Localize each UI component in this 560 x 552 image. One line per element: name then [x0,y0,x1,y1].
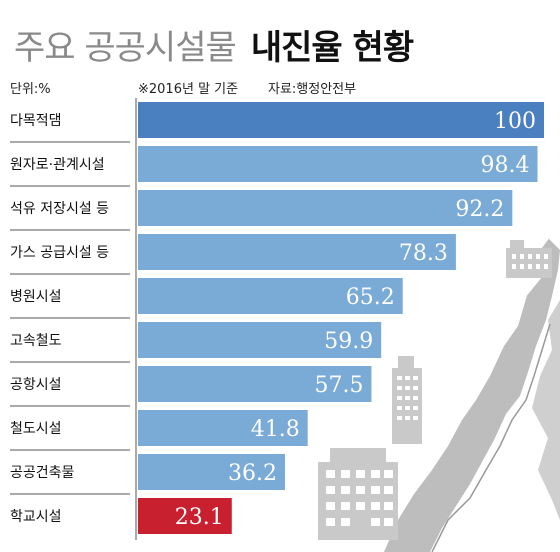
bar [138,498,232,534]
category-label: 원자로·관계시설 [10,157,105,173]
bar [138,322,382,358]
base-date-note: ※2016년 말 기준 [138,82,239,97]
category-label: 병원시설 [10,289,62,305]
bar [138,278,403,314]
value-label: 78.3 [399,241,448,266]
category-label: 공항시설 [10,377,62,393]
value-label: 36.2 [228,461,277,486]
bar [138,102,544,138]
bar [138,234,456,270]
chart-title: 주요 공공시설물 내진율 현황 [14,20,414,70]
category-label: 공공건축물 [10,465,75,481]
value-label: 57.5 [314,373,363,398]
source-note: 자료:행정안전부 [268,82,357,97]
earthquake-illustration [318,237,560,552]
bars-group: 다목적댐 100 원자로·관계시설 98.4 석유 저장시설 등 92.2 가스 공급시설 … [10,102,544,534]
bar [138,410,308,446]
bar [138,146,538,182]
bar [138,190,513,226]
value-label: 100 [494,109,536,134]
value-label: 23.1 [175,505,224,530]
unit-note: 단위:% [10,82,51,97]
value-label: 59.9 [324,329,373,354]
category-label: 다목적댐 [10,113,62,129]
category-label: 석유 저장시설 등 [10,201,109,217]
category-label: 학교시설 [10,509,62,525]
bar [138,366,372,402]
category-label: 고속철도 [10,333,62,349]
value-label: 65.2 [346,285,395,310]
category-label: 철도시설 [10,421,62,437]
title-bold-part: 내진율 현황 [250,28,414,68]
category-label: 가스 공급시설 등 [10,245,109,261]
bar [138,454,285,490]
value-label: 41.8 [251,417,300,442]
title-light-part: 주요 공공시설물 [14,28,237,68]
value-label: 92.2 [455,197,504,222]
value-label: 98.4 [481,153,530,178]
